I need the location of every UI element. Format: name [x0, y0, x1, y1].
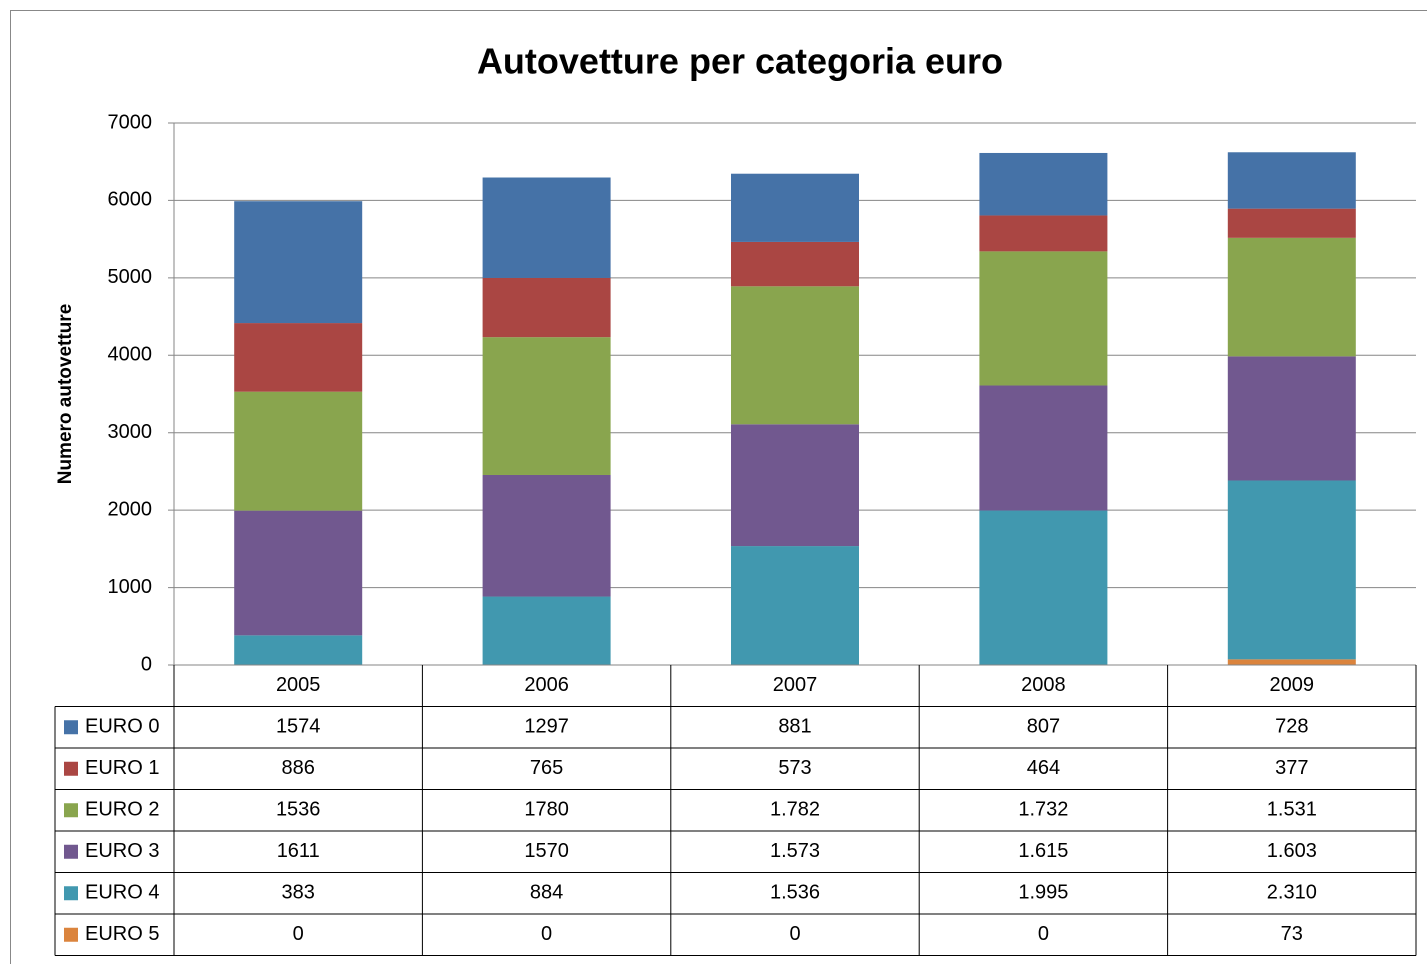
table-cell: 1611 — [277, 840, 320, 862]
table-cell: 383 — [282, 882, 315, 904]
legend-swatch — [64, 803, 78, 818]
legend-swatch — [64, 761, 78, 776]
table-cell: 1570 — [524, 840, 569, 862]
table-cell: 0 — [789, 923, 800, 945]
x-tick-label: 2009 — [1270, 674, 1315, 696]
bar-segment — [1227, 356, 1356, 481]
bar-segment — [234, 201, 363, 324]
bar-segment — [1227, 659, 1356, 665]
bar-segment — [979, 215, 1108, 252]
y-tick-label: 3000 — [108, 421, 153, 443]
chart-title: Autovetture per categoria euro — [477, 41, 1003, 82]
table-cell: 1.603 — [1267, 840, 1317, 862]
y-tick-label: 4000 — [108, 344, 153, 366]
y-tick-label: 1000 — [108, 576, 153, 598]
bar-segment — [482, 337, 611, 475]
bar-segment — [234, 635, 363, 665]
x-tick-label: 2007 — [773, 674, 818, 696]
table-cell: 881 — [778, 716, 811, 738]
table-cell: 377 — [1275, 757, 1308, 779]
legend-label: EURO 5 — [85, 923, 159, 945]
table-cell: 1.732 — [1018, 799, 1068, 821]
legend-label: EURO 1 — [85, 757, 159, 779]
bar-segment — [482, 596, 611, 665]
bar-segment — [731, 173, 859, 242]
table-cell: 0 — [541, 923, 552, 945]
table-cell: 1.531 — [1267, 799, 1317, 821]
bar-segment — [979, 251, 1108, 386]
table-cell: 728 — [1275, 716, 1308, 738]
table-cell: 1.995 — [1018, 882, 1068, 904]
chart-border — [10, 10, 1427, 964]
table-cell: 884 — [530, 882, 563, 904]
y-tick-label: 6000 — [108, 189, 153, 211]
table-cell: 0 — [1038, 923, 1049, 945]
bar-segment — [234, 510, 363, 636]
table-cell: 73 — [1281, 923, 1303, 945]
bar-segment — [1227, 480, 1356, 660]
table-cell: 1.573 — [770, 840, 820, 862]
y-tick-label: 5000 — [108, 266, 153, 288]
table-cell: 1780 — [524, 799, 569, 821]
x-tick-label: 2008 — [1021, 674, 1066, 696]
bar-segment — [979, 510, 1108, 665]
y-tick-label: 0 — [141, 653, 152, 675]
x-tick-label: 2006 — [524, 674, 569, 696]
bar-segment — [1227, 237, 1356, 357]
table-cell: 2.310 — [1267, 882, 1317, 904]
y-tick-label: 2000 — [108, 498, 153, 520]
bar-segment — [731, 546, 859, 665]
legend-swatch — [64, 844, 78, 859]
legend-label: EURO 0 — [85, 716, 159, 738]
legend-swatch — [64, 886, 78, 901]
bar-segment — [234, 323, 363, 392]
legend-swatch — [64, 927, 78, 942]
table-cell: 573 — [778, 757, 811, 779]
bar-segment — [731, 424, 859, 547]
bar-segment — [731, 241, 859, 287]
table-cell: 1.782 — [770, 799, 820, 821]
bar-segment — [979, 152, 1108, 216]
table-cell: 464 — [1027, 757, 1060, 779]
table-cell: 886 — [282, 757, 315, 779]
table-cell: 0 — [293, 923, 304, 945]
table-cell: 1297 — [524, 716, 569, 738]
table-cell: 807 — [1027, 716, 1060, 738]
bar-segment — [482, 277, 611, 338]
bar-segment — [1227, 152, 1356, 209]
x-tick-label: 2005 — [276, 674, 321, 696]
table-cell: 1.615 — [1018, 840, 1068, 862]
bar-segment — [482, 177, 611, 278]
bar-segment — [234, 391, 363, 511]
table-cell: 1574 — [276, 716, 321, 738]
bar-segment — [1227, 208, 1356, 238]
y-axis-label: Numero autovetture — [55, 304, 76, 485]
bar-segment — [731, 286, 859, 425]
bar-segment — [482, 474, 611, 597]
legend-label: EURO 4 — [85, 882, 159, 904]
legend-label: EURO 3 — [85, 840, 159, 862]
table-cell: 1536 — [276, 799, 321, 821]
legend-label: EURO 2 — [85, 799, 159, 821]
y-tick-label: 7000 — [108, 111, 153, 133]
bar-segment — [979, 385, 1108, 511]
table-cell: 1.536 — [770, 882, 820, 904]
legend-swatch — [64, 720, 78, 735]
table-cell: 765 — [530, 757, 563, 779]
